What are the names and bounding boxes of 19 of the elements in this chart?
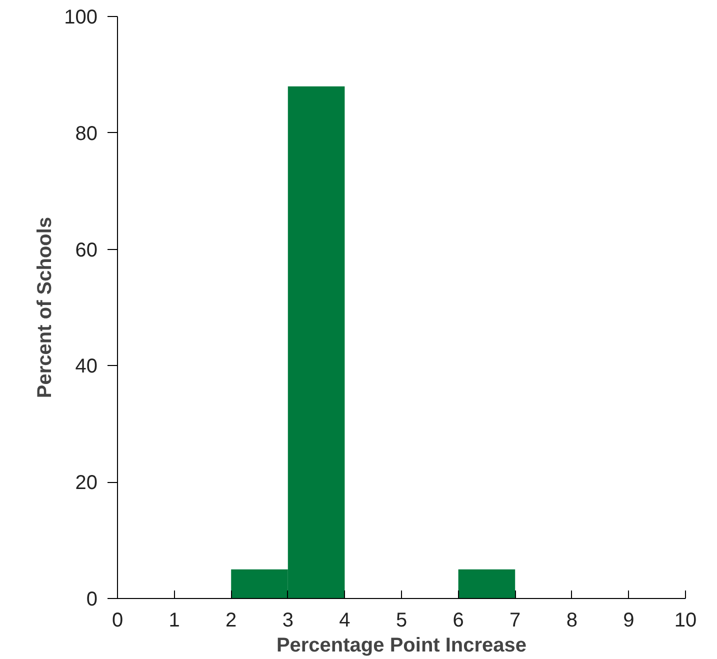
y-tick-label: 0 [86, 588, 98, 610]
x-tick-label: 5 [396, 610, 408, 632]
x-tick-label: 10 [674, 610, 697, 632]
x-axis-title: Percentage Point Increase [276, 634, 527, 656]
x-tick-label: 8 [566, 610, 578, 632]
y-tick-label: 100 [64, 6, 98, 28]
y-axis-title: Percent of Schools [34, 216, 56, 398]
x-tick-label: 0 [112, 610, 124, 632]
x-tick-label: 1 [168, 610, 180, 632]
y-tick-label: 60 [75, 239, 98, 262]
x-tick-label: 6 [452, 610, 464, 632]
y-tick-label: 40 [75, 356, 98, 378]
x-tick-label: 4 [339, 610, 350, 632]
y-tick-label: 80 [75, 122, 98, 145]
x-tick-label: 7 [510, 610, 521, 632]
x-tick-label: 3 [282, 610, 294, 632]
y-tick-label: 20 [75, 472, 98, 494]
x-tick-label: 9 [623, 610, 634, 632]
x-tick-label: 2 [226, 610, 237, 632]
